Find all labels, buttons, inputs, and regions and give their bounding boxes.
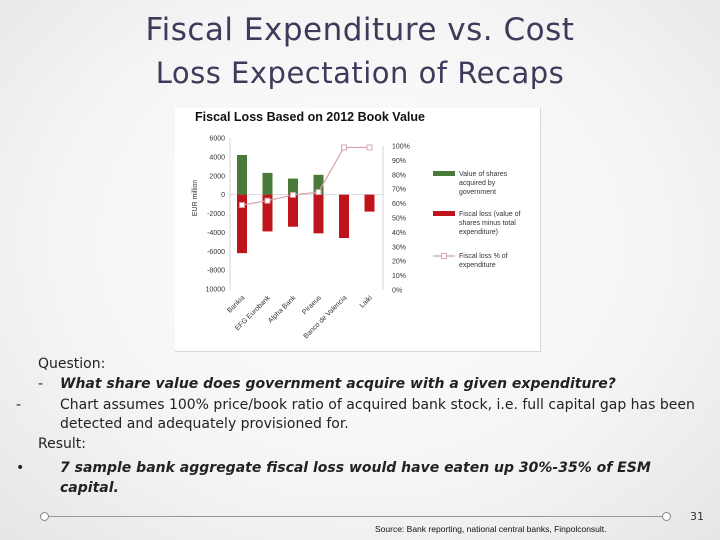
- legend-label: Value of shares acquired by government: [459, 171, 508, 196]
- footer-dot-right: [662, 512, 671, 521]
- y-tick-label: -4000: [207, 230, 225, 237]
- x-tick-label: Laiki: [359, 294, 374, 309]
- bar: [339, 194, 349, 239]
- question-heading: Question:: [38, 356, 106, 372]
- footer-dot-left: [40, 512, 49, 521]
- y-tick-label: -8000: [207, 268, 225, 275]
- y2-tick-label: 60%: [392, 201, 406, 208]
- y-axis-label: EUR million: [192, 180, 199, 217]
- source-note: Source: Bank reporting, national central…: [375, 524, 607, 534]
- y2-tick-label: 30%: [392, 244, 406, 251]
- fiscal-loss-chart: 6000 4000 2000 0 -2000 -4000 -6000 -8000 10000 1…: [192, 136, 521, 341]
- x-tick-label: Piraeus: [301, 294, 323, 316]
- result-item-1: • 7 sample bank aggregate fiscal loss wou…: [16, 460, 651, 496]
- bar: [237, 154, 247, 195]
- series-point: [341, 144, 347, 151]
- series-point: [264, 197, 271, 204]
- bar: [313, 174, 324, 195]
- question-item-2: - Chart assumes 100% price/book ratio of …: [16, 397, 695, 432]
- series-point: [239, 202, 245, 208]
- y-tick-label: -2000: [207, 211, 225, 218]
- bar: [288, 178, 298, 195]
- series-line: [241, 146, 370, 206]
- result-heading: Result:: [38, 436, 86, 452]
- series-point: [290, 192, 296, 198]
- bar: [262, 172, 273, 195]
- slide-title-line2: Loss Expectation of Recaps: [155, 56, 565, 90]
- legend-marker: [441, 253, 447, 259]
- slide-title-line1: Fiscal Expenditure vs. Cost: [145, 12, 575, 48]
- question-item-2-text: Chart assumes 100% price/book ratio of a…: [60, 397, 695, 432]
- x-tick-label: Alpha Bank: [267, 294, 298, 325]
- bar: [313, 194, 324, 234]
- legend-swatch: [433, 211, 455, 216]
- y-tick-label: 6000: [209, 136, 225, 143]
- bar: [262, 194, 273, 232]
- series-point: [315, 189, 322, 196]
- y2-tick-label: 40%: [392, 230, 406, 237]
- y2-tick-label: 100%: [392, 144, 410, 151]
- y-tick-label: 2000: [209, 173, 225, 180]
- y2-tick-label: 20%: [392, 259, 406, 266]
- x-tick-label: Bankia: [226, 294, 246, 314]
- legend-swatch: [433, 171, 455, 176]
- y-tick-label: 0: [221, 192, 225, 199]
- y2-tick-label: 0%: [392, 288, 402, 295]
- question-item-1: - What share value does government acquir…: [38, 376, 616, 392]
- y2-tick-label: 80%: [392, 172, 406, 179]
- bar: [288, 194, 298, 227]
- y2-tick-label: 90%: [392, 158, 406, 165]
- question-item-1-text: What share value does government acquire…: [60, 376, 616, 392]
- page-number: 31: [690, 510, 704, 523]
- series-point: [366, 144, 373, 151]
- y2-tick-label: 10%: [392, 273, 406, 280]
- x-tick-label: Banco de Valencia: [303, 294, 349, 340]
- y-tick-label: -6000: [207, 249, 225, 256]
- y2-tick-label: 50%: [392, 216, 406, 223]
- bar: [364, 194, 375, 212]
- y-tick-label: 4000: [209, 154, 225, 161]
- legend-label: Fiscal loss (value of shares minus total e…: [459, 211, 521, 236]
- y-tick-label: 10000: [206, 287, 226, 294]
- legend-label: Fiscal loss % of expenditure: [459, 253, 508, 269]
- chart-panel: [175, 108, 541, 352]
- footer-rule: [44, 516, 664, 517]
- bar: [237, 194, 247, 254]
- result-item-1-text: 7 sample bank aggregate fiscal loss woul…: [60, 460, 651, 496]
- chart-title: Fiscal Loss Based on 2012 Book Value: [195, 110, 425, 124]
- y2-tick-label: 70%: [392, 187, 406, 194]
